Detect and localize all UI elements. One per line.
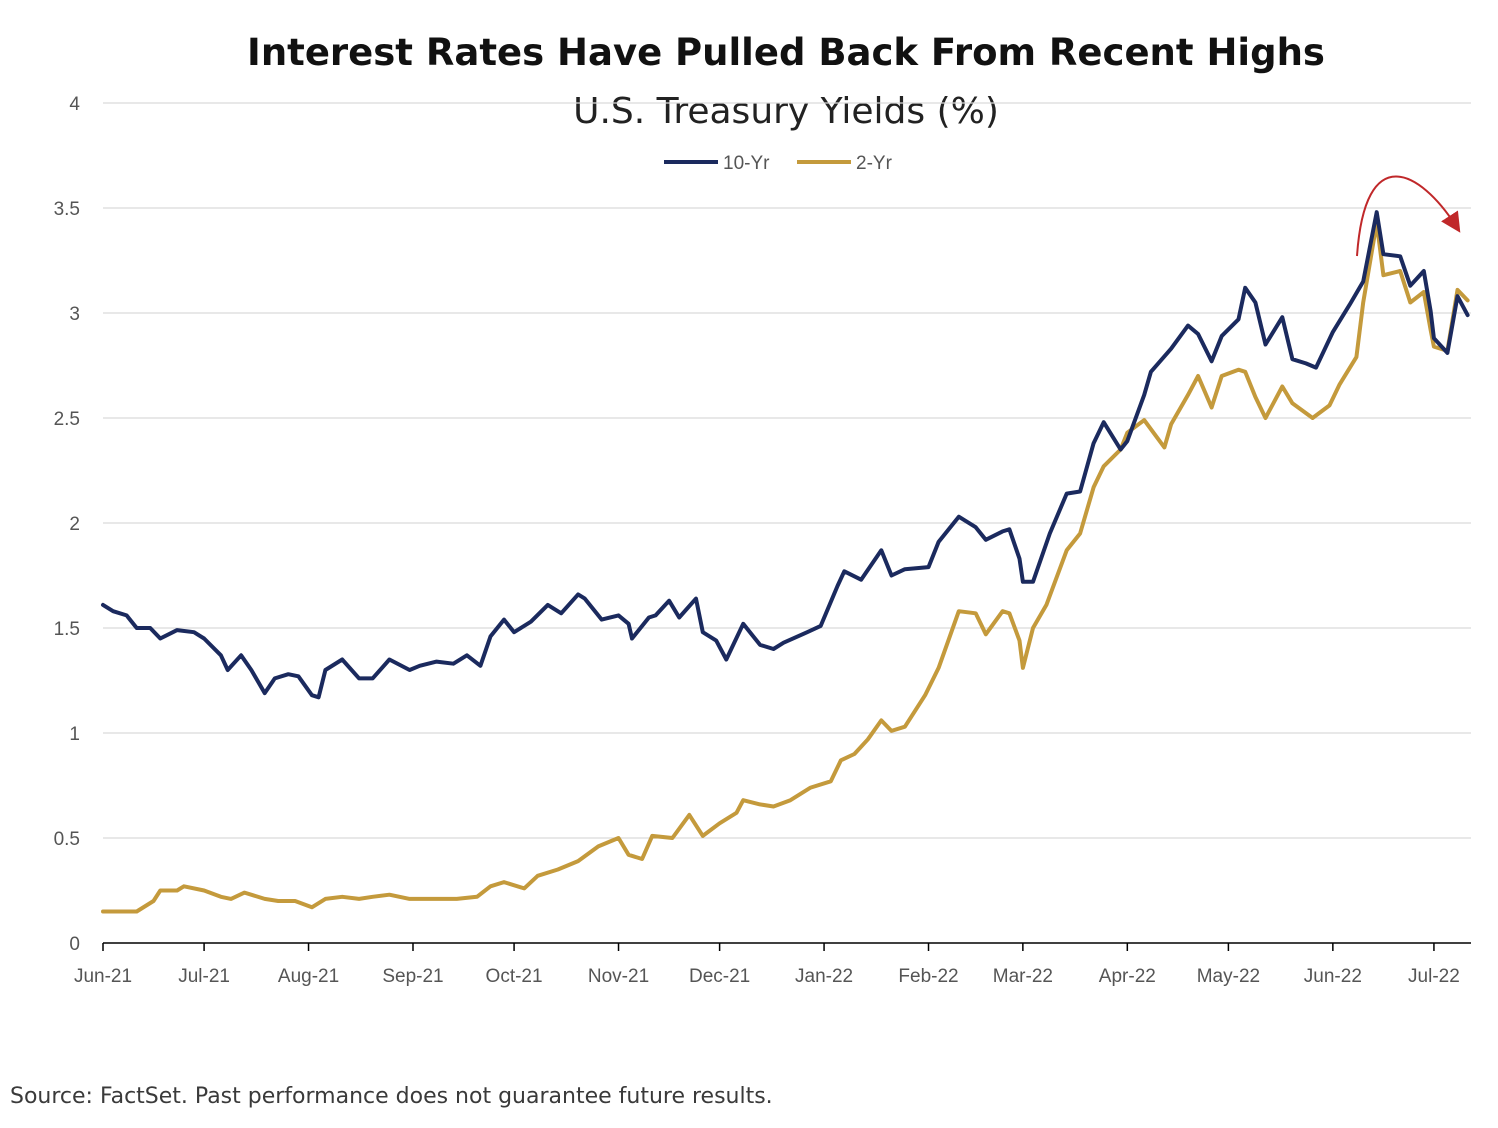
y-tick-label: 0 bbox=[69, 934, 80, 955]
x-tick-label: Jul-21 bbox=[178, 966, 230, 987]
series-line-10yr bbox=[101, 210, 1470, 700]
y-tick-label: 0.5 bbox=[54, 829, 80, 850]
y-tick-label: 4 bbox=[69, 94, 80, 115]
y-tick-label: 2.5 bbox=[54, 409, 80, 430]
x-tick-label: Dec-21 bbox=[689, 966, 750, 987]
y-tick-label: 1 bbox=[69, 724, 80, 745]
legend: 10-Yr 2-Yr bbox=[664, 153, 893, 174]
chart-title: Interest Rates Have Pulled Back From Rec… bbox=[247, 31, 1325, 74]
y-tick-label: 3.5 bbox=[54, 199, 80, 220]
x-tick-label: Sep-21 bbox=[382, 966, 443, 987]
legend-label-10yr: 10-Yr bbox=[723, 153, 770, 174]
gridlines bbox=[103, 102, 1471, 839]
legend-label-2yr: 2-Yr bbox=[856, 153, 893, 174]
x-tick-label: May-22 bbox=[1197, 966, 1260, 987]
trend-arrow-annotation bbox=[1356, 175, 1461, 257]
x-tick-label: Mar-22 bbox=[993, 966, 1053, 987]
x-tick-label: Oct-21 bbox=[486, 966, 543, 987]
chart-subtitle: U.S. Treasury Yields (%) bbox=[573, 91, 999, 132]
x-tick-label: Apr-22 bbox=[1099, 966, 1156, 987]
x-tick-label: Jul-22 bbox=[1408, 966, 1460, 987]
series-lines bbox=[101, 210, 1470, 914]
y-tick-label: 2 bbox=[69, 514, 80, 535]
y-tick-label: 1.5 bbox=[54, 619, 80, 640]
series-line-2yr bbox=[101, 220, 1470, 914]
y-tick-label: 3 bbox=[69, 304, 80, 325]
x-tick-label: Feb-22 bbox=[898, 966, 958, 987]
x-tick-label: Nov-21 bbox=[588, 966, 649, 987]
x-tick-label: Jun-22 bbox=[1304, 966, 1362, 987]
x-tick-label: Jun-21 bbox=[74, 966, 132, 987]
x-axis: Jun-21 Jul-21 Aug-21 Sep-21 Oct-21 Nov-21 Dec-… bbox=[74, 942, 1471, 987]
x-tick-label: Jan-22 bbox=[795, 966, 853, 987]
x-tick-label: Aug-21 bbox=[278, 966, 339, 987]
source-note: Source: FactSet. Past performance does n… bbox=[10, 1084, 773, 1109]
y-axis-tick-labels: 0 0.5 1 1.5 2 2.5 3 3.5 4 bbox=[54, 94, 81, 955]
